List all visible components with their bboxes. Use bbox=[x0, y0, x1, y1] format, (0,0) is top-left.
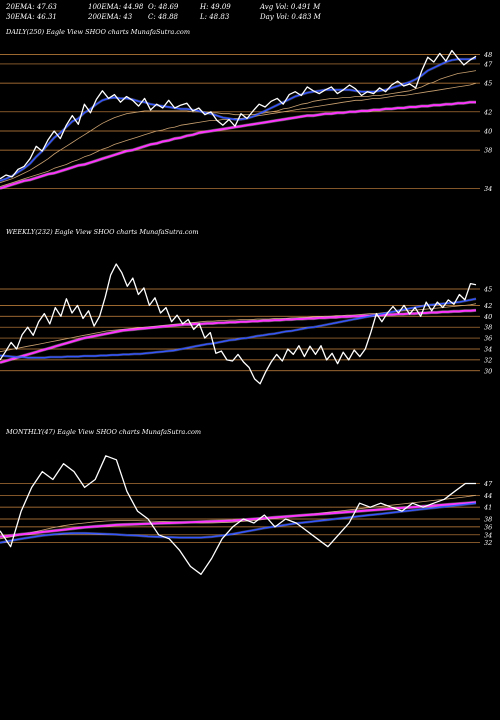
daily-chart-title: DAILY(250) Eagle View SHOO charts Munafa… bbox=[6, 28, 190, 36]
monthly-price-line bbox=[0, 455, 476, 575]
daily-y-tick-0: 48 bbox=[483, 51, 492, 59]
monthly-ema30-line bbox=[0, 494, 477, 540]
weekly-y-tick-6: 32 bbox=[484, 356, 492, 364]
avg-vol-readout: Avg Vol: 0.491 M bbox=[260, 3, 321, 11]
ema20-readout: 20EMA: 47.63 bbox=[6, 3, 57, 11]
weekly-y-tick-7: 30 bbox=[484, 367, 492, 375]
daily-y-tick-6: 34 bbox=[484, 185, 492, 193]
weekly-y-tick-3: 38 bbox=[484, 324, 492, 332]
daily-y-tick-4: 40 bbox=[483, 127, 492, 135]
weekly-y-tick-1: 42 bbox=[483, 302, 492, 310]
weekly-price-line bbox=[0, 263, 477, 385]
monthly-y-tick-4: 36 bbox=[484, 523, 492, 531]
daily-ema30-line bbox=[0, 70, 477, 184]
daily-y-tick-5: 38 bbox=[484, 147, 492, 155]
daily-y-tick-3: 42 bbox=[483, 108, 492, 116]
weekly-y-tick-0: 45 bbox=[483, 286, 492, 294]
monthly-chart-title: MONTHLY(47) Eagle View SHOO charts Munaf… bbox=[6, 428, 202, 436]
weekly-ema200-line bbox=[0, 309, 477, 364]
weekly-y-tick-2: 40 bbox=[483, 313, 492, 321]
day-vol-readout: Day Vol: 0.483 M bbox=[260, 13, 321, 21]
low-readout: L: 48.83 bbox=[200, 13, 230, 21]
daily-y-tick-2: 45 bbox=[483, 80, 492, 88]
monthly-y-tick-6: 32 bbox=[484, 539, 492, 547]
close-readout: C: 48.88 bbox=[148, 13, 178, 21]
daily-ema200-glow bbox=[0, 100, 476, 190]
weekly-chart-title: WEEKLY(232) Eagle View SHOO charts Munaf… bbox=[6, 228, 199, 236]
monthly-ema20-line bbox=[0, 502, 477, 544]
ema30-readout: 30EMA: 46.31 bbox=[6, 13, 57, 21]
weekly-y-tick-5: 34 bbox=[484, 345, 492, 353]
daily-price-line bbox=[0, 49, 477, 180]
monthly-y-tick-5: 34 bbox=[484, 531, 492, 539]
open-readout: O: 48.69 bbox=[148, 3, 179, 11]
daily-ema100-line bbox=[0, 82, 477, 187]
ema100-readout: 100EMA: 44.98 bbox=[88, 3, 144, 11]
weekly-chart: 45 42 40 38 36 34 32 30 bbox=[0, 263, 492, 385]
monthly-y-tick-0: 47 bbox=[483, 480, 493, 488]
high-readout: H: 49.09 bbox=[200, 3, 231, 11]
monthly-ema200-line bbox=[0, 501, 477, 538]
weekly-y-tick-4: 36 bbox=[484, 335, 492, 343]
monthly-y-tick-2: 41 bbox=[483, 504, 492, 512]
monthly-y-tick-3: 38 bbox=[484, 516, 492, 524]
daily-y-tick-1: 47 bbox=[483, 60, 493, 68]
monthly-y-tick-1: 44 bbox=[483, 492, 492, 500]
ema200-readout: 200EMA: 43 bbox=[88, 13, 133, 21]
daily-ema200-line bbox=[0, 101, 476, 190]
